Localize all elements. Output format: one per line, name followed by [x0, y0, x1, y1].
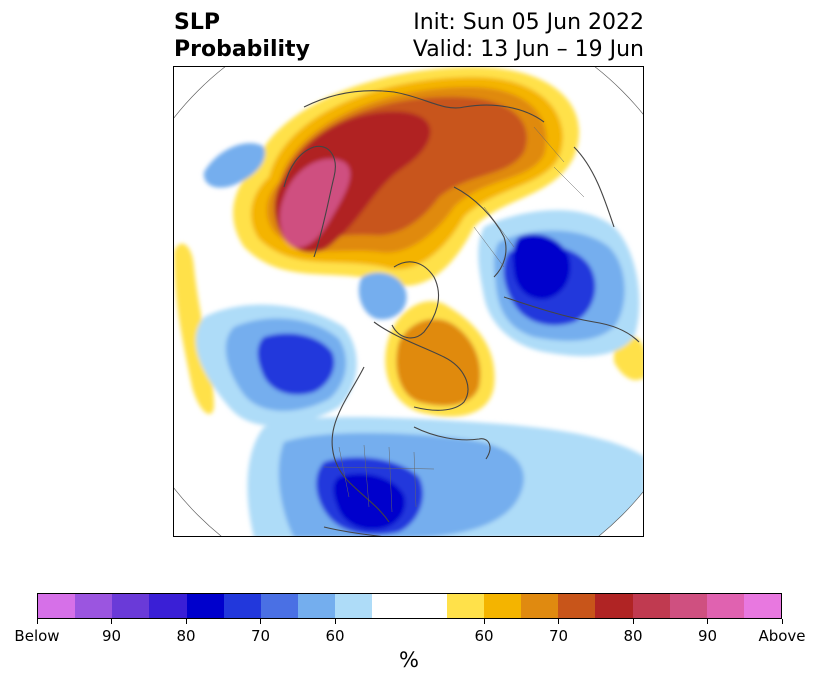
colorbar-tick — [36, 619, 38, 624]
colorbar-segment — [260, 594, 299, 618]
title-variable: SLP — [174, 10, 220, 35]
colorbar-segment — [409, 594, 447, 618]
colorbar-tick — [111, 619, 112, 624]
colorbar-tick — [707, 619, 708, 624]
title-left: SLP Probability — [174, 9, 310, 63]
colorbar-segment — [669, 594, 707, 618]
colorbar-segment — [372, 594, 410, 618]
map-frame — [173, 66, 644, 537]
political-borders — [323, 126, 585, 513]
colorbar-segment — [149, 594, 187, 618]
colorbar-tick — [185, 619, 187, 624]
coastlines — [283, 90, 640, 536]
colorbar-tick-label: Below — [14, 627, 60, 645]
init-date: Init: Sun 05 Jun 2022 — [413, 10, 644, 35]
colorbar-segment — [632, 594, 670, 618]
colorbar-tick-label: 90 — [697, 627, 718, 645]
colorbar-tick-label: 80 — [623, 627, 643, 645]
colorbar-tick-label: 90 — [101, 627, 122, 645]
colorbar-segment — [223, 594, 261, 618]
probability-map — [174, 67, 643, 536]
above-region-pacific — [174, 243, 214, 415]
colorbar-segment — [558, 594, 596, 618]
below-region-hudson — [358, 272, 407, 320]
colorbar-segment — [483, 594, 522, 618]
colorbar-segment — [298, 594, 336, 618]
colorbar-tick — [260, 619, 261, 624]
colorbar-segment — [38, 594, 76, 618]
below-region-northwest — [203, 143, 265, 188]
colorbar-segment — [186, 594, 224, 618]
colorbar-tick-label: 60 — [474, 627, 494, 645]
colorbar-tick — [334, 619, 336, 624]
colorbar-tick — [483, 619, 485, 624]
colorbar-tick — [558, 619, 559, 624]
colorbar-segment — [112, 594, 150, 618]
below-region-pacific-70 — [257, 333, 335, 395]
colorbar-tick — [632, 619, 634, 624]
colorbar-segment — [595, 594, 633, 618]
title-right: Init: Sun 05 Jun 2022 Valid: 13 Jun – 19… — [413, 9, 644, 63]
above-region-arctic-70 — [396, 319, 481, 406]
title-product: Probability — [174, 37, 310, 62]
colorbar-tick-label: 70 — [250, 627, 271, 645]
colorbar-segment — [706, 594, 744, 618]
below-region-asia-80 — [512, 234, 571, 300]
colorbar — [37, 593, 782, 619]
colorbar-tick-label: 80 — [176, 627, 196, 645]
colorbar-unit: % — [399, 648, 419, 672]
colorbar-segment — [521, 594, 559, 618]
colorbar-segment — [335, 594, 373, 618]
below-region-north-america-80 — [333, 473, 406, 530]
colorbar-tick-label: 70 — [548, 627, 569, 645]
colorbar-tick — [781, 619, 783, 624]
colorbar-segment — [446, 594, 484, 618]
colorbar-segment — [75, 594, 113, 618]
colorbar-tick-label: Above — [758, 627, 806, 645]
colorbar-tick-label: 60 — [325, 627, 345, 645]
valid-period: Valid: 13 Jun – 19 Jun — [412, 37, 644, 62]
colorbar-segment — [743, 594, 782, 618]
